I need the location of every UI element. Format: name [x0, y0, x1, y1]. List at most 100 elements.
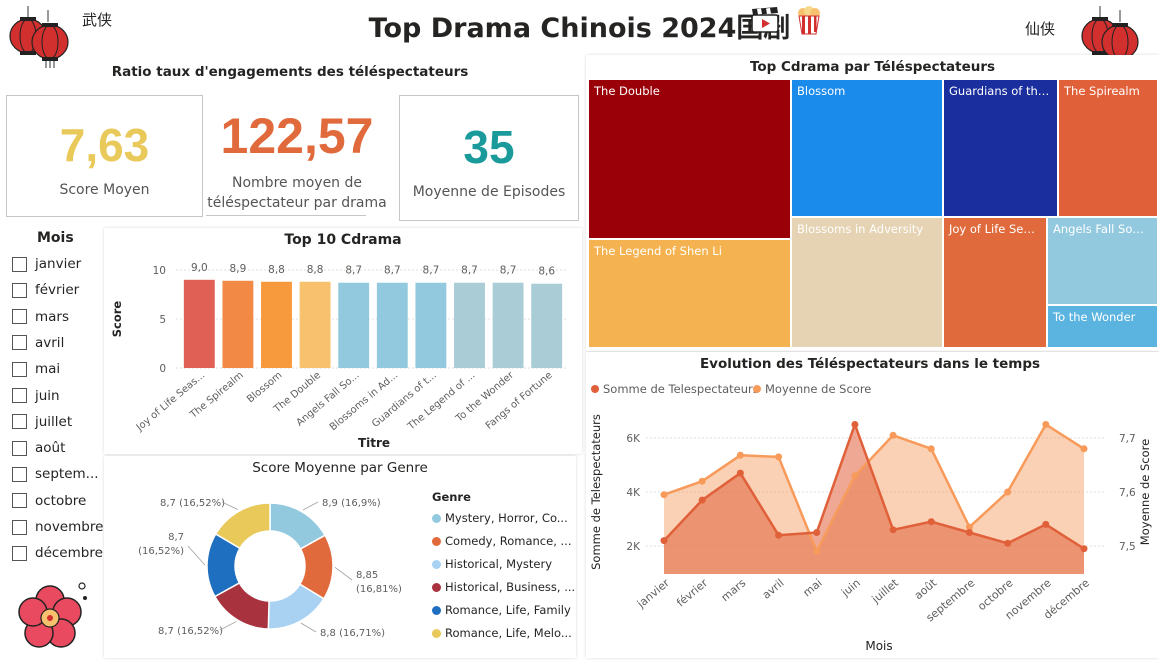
month-checkbox[interactable]: [12, 519, 27, 535]
month-option-11[interactable]: décembre: [12, 542, 103, 564]
bar: [492, 282, 524, 368]
score-line: [663, 422, 1085, 555]
month-label: avril: [35, 334, 65, 351]
engagement-title: Ratio taux d'engagements des téléspectat…: [111, 64, 469, 80]
month-option-10[interactable]: novembre: [12, 516, 103, 538]
month-checkbox[interactable]: [12, 256, 27, 272]
month-option-8[interactable]: septem...: [12, 463, 99, 485]
donut-legend-item[interactable]: Romance, Life, Family: [432, 603, 571, 617]
x-tick-label: juin: [838, 576, 863, 600]
y-tick-label: 5: [159, 314, 166, 326]
bar: [183, 279, 215, 368]
donut-legend-item[interactable]: Mystery, Horror, Co...: [432, 511, 568, 525]
treemap-tile[interactable]: To the Wonder: [1047, 305, 1158, 348]
month-checkbox[interactable]: [12, 466, 27, 482]
score-point: [851, 472, 859, 480]
score-point: [1080, 445, 1088, 453]
month-option-6[interactable]: juillet: [12, 411, 72, 433]
treemap-tile[interactable]: Blossoms in Adversity: [791, 217, 943, 348]
month-checkbox[interactable]: [12, 309, 27, 325]
month-label: janvier: [35, 256, 82, 272]
viewers-point: [736, 469, 744, 477]
lantern-left-icon: [6, 6, 70, 68]
month-label: mai: [35, 361, 61, 378]
treemap-tile[interactable]: Blossom: [791, 79, 943, 217]
treemap-tile[interactable]: Guardians of the ...: [943, 79, 1058, 217]
month-checkbox[interactable]: [12, 335, 27, 351]
month-checkbox[interactable]: [12, 388, 27, 403]
score-point: [965, 523, 973, 531]
donut-legend-item[interactable]: Historical, Mystery: [432, 557, 552, 571]
donut-data-label: 8,7 (16,52%): [160, 498, 225, 509]
donut-chart: Score Moyenne par Genre 8,9 (16,9%) 8,85 (1…: [138, 460, 428, 639]
treemap-tile[interactable]: The Legend of Shen Li: [588, 239, 791, 348]
kpi-episodes-value: 35: [463, 121, 515, 173]
viewers-point: [775, 531, 783, 539]
month-checkbox[interactable]: [12, 282, 27, 298]
x-tick-label: Guardians of t...: [370, 370, 439, 430]
bar-data-label: 8,8: [268, 264, 285, 276]
month-option-3[interactable]: avril: [12, 332, 64, 354]
month-option-2[interactable]: mars: [12, 306, 69, 328]
month-option-4[interactable]: mai: [12, 358, 60, 380]
legend-dot: [753, 385, 761, 393]
x-tick-label: mai: [801, 576, 825, 599]
clapperboard-icon: [750, 6, 780, 34]
month-checkbox[interactable]: [12, 361, 27, 377]
score-point: [698, 477, 706, 485]
y-right-axis-label: Moyenne de Score: [1138, 439, 1152, 545]
month-label: juin: [35, 387, 60, 404]
y-left-tick-label: 2K: [626, 541, 641, 553]
viewers-line: [663, 420, 1085, 550]
donut-data-label: 8,85: [356, 570, 378, 581]
x-tick-label: août: [912, 576, 940, 602]
legend-dot: [432, 582, 441, 592]
area-chart-panel: Evolution des Téléspectateurs dans le te…: [586, 352, 1159, 658]
month-option-1[interactable]: février: [12, 279, 79, 301]
bar-data-label: 8,7: [500, 265, 517, 277]
month-label: octobre: [35, 492, 87, 509]
donut-data-label: 8,7: [168, 532, 184, 543]
month-checkbox[interactable]: [12, 440, 27, 456]
month-option-7[interactable]: août: [12, 437, 65, 459]
bar: [376, 282, 408, 368]
donut-data-label: 8,7 (16,52%): [158, 626, 223, 637]
treemap-tile[interactable]: The Spirealm: [1058, 79, 1158, 217]
donut-leader-line: [219, 621, 237, 631]
legend-label: Romance, Life, Melo...: [445, 626, 572, 640]
popcorn-icon: [795, 5, 823, 35]
kpi-card-viewers: 122,57 Nombre moyen de téléspectateur pa…: [206, 95, 388, 215]
x-axis-label: Mois: [865, 639, 892, 653]
donut-leader-line: [300, 622, 317, 633]
donut-chart-panel: Score Moyenne par Genre 8,9 (16,9%) 8,85 (1…: [104, 456, 576, 658]
bar-data-label: 8,7: [461, 265, 478, 277]
donut-legend-title: Genre: [432, 490, 471, 504]
viewers-point: [927, 518, 935, 526]
month-label: février: [35, 282, 80, 299]
x-tick-label: février: [674, 576, 710, 609]
treemap-tile[interactable]: The Double: [588, 79, 791, 239]
legend-dot: [432, 536, 441, 546]
donut-leader-line: [334, 566, 353, 581]
month-option-9[interactable]: octobre: [12, 490, 86, 512]
month-checkbox[interactable]: [12, 493, 27, 509]
month-label: mars: [35, 308, 70, 325]
donut-legend-item[interactable]: Comedy, Romance, ...: [432, 534, 571, 548]
treemap-tile[interactable]: Joy of Life Seas...: [943, 217, 1047, 348]
month-checkbox[interactable]: [12, 545, 27, 561]
bar-data-label: 8,7: [345, 265, 362, 277]
plum-blossom-icon: [14, 580, 90, 656]
y-axis-label: Score: [110, 301, 124, 338]
donut-legend-item[interactable]: Romance, Life, Melo...: [432, 626, 572, 640]
donut-chart-title: Score Moyenne par Genre: [252, 460, 428, 476]
legend-dot: [591, 385, 599, 393]
month-option-5[interactable]: juin: [12, 385, 60, 407]
viewers-point: [1004, 539, 1012, 547]
legend-label: Historical, Mystery: [445, 557, 553, 571]
donut-legend-item[interactable]: Historical, Business, ...: [432, 580, 575, 594]
month-option-0[interactable]: janvier: [12, 253, 81, 275]
bar-data-label: 8,8: [307, 264, 324, 276]
viewers-point: [851, 421, 859, 428]
treemap-tile[interactable]: Angels Fall Somet...: [1047, 217, 1158, 305]
month-checkbox[interactable]: [12, 414, 27, 430]
